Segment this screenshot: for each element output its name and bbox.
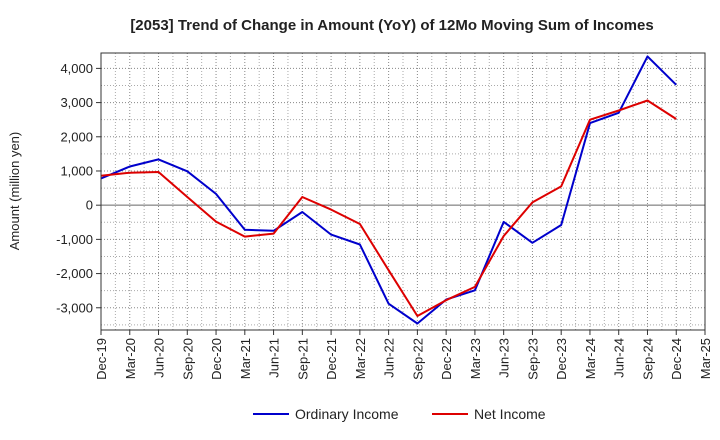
x-tick-label: Jun-21: [267, 338, 282, 378]
ordinary-income-legend-label: Ordinary Income: [295, 406, 399, 422]
x-tick-label: Sep-20: [180, 338, 195, 380]
y-tick-label: 4,000: [60, 61, 93, 76]
y-tick-labels: -3,000 -2,000 -1,000 0 1,000 2,000 3,000 4,000: [56, 61, 101, 315]
x-tick-label: Dec-24: [669, 338, 684, 380]
legend: Ordinary Income Net Income: [253, 406, 546, 422]
x-tick-label: Mar-25: [698, 338, 713, 379]
grid-lines: [101, 53, 705, 330]
y-tick-label: 2,000: [60, 129, 93, 144]
chart-title: [2053] Trend of Change in Amount (YoY) o…: [130, 17, 653, 34]
x-tick-label: Sep-21: [295, 338, 310, 380]
x-tick-label: Dec-23: [554, 338, 569, 380]
x-tick-label: Jun-20: [152, 338, 167, 378]
x-tick-label: Jun-22: [382, 338, 397, 378]
x-tick-label: Mar-22: [353, 338, 368, 379]
x-tick-label: Dec-19: [94, 338, 109, 380]
x-tick-labels: Dec-19 Mar-20 Jun-20 Sep-20 Dec-20 Mar-21 Jun-…: [94, 330, 713, 380]
x-tick-label: Mar-23: [468, 338, 483, 379]
x-tick-label: Mar-24: [583, 338, 598, 379]
x-tick-label: Mar-20: [123, 338, 138, 379]
y-tick-label: -3,000: [56, 300, 93, 315]
plot-frame: [100, 52, 706, 331]
y-axis-label: Amount (million yen): [7, 132, 22, 251]
x-tick-label: Sep-24: [640, 338, 655, 380]
plot-border: [100, 52, 706, 331]
y-tick-label: 0: [86, 198, 93, 213]
x-tick-label: Dec-20: [209, 338, 224, 380]
x-tick-label: Sep-22: [410, 338, 425, 380]
x-tick-label: Sep-23: [525, 338, 540, 380]
y-tick-label: 3,000: [60, 95, 93, 110]
x-tick-label: Mar-21: [238, 338, 253, 379]
y-tick-label: 1,000: [60, 163, 93, 178]
x-tick-label: Dec-21: [324, 338, 339, 380]
y-tick-label: -1,000: [56, 232, 93, 247]
net-income-legend-label: Net Income: [474, 406, 546, 422]
y-tick-label: -2,000: [56, 266, 93, 281]
x-tick-label: Jun-23: [497, 338, 512, 378]
x-tick-label: Jun-24: [612, 338, 627, 378]
series-lines: [100, 55, 677, 325]
x-tick-label: Dec-22: [439, 338, 454, 380]
